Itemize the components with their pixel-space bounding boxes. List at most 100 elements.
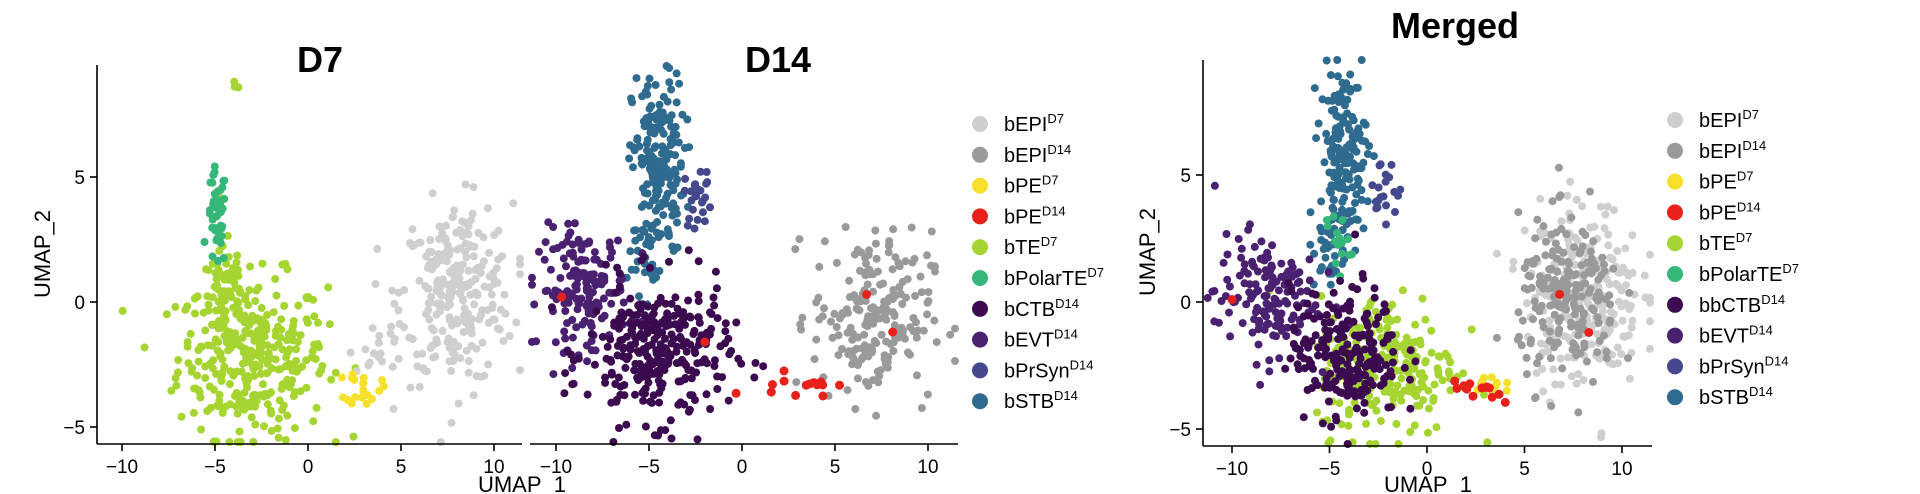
point-bctb-d14 bbox=[568, 380, 577, 389]
point-bctb-d14 bbox=[626, 345, 635, 354]
point-bte-d7 bbox=[212, 275, 221, 284]
point-bepi-d7 bbox=[476, 269, 485, 278]
point-bevt-d14 bbox=[561, 307, 570, 315]
point-bte-d7 bbox=[206, 403, 215, 412]
point-bepi-d14 bbox=[919, 326, 928, 335]
point-bte-d7 bbox=[254, 283, 263, 292]
point-bctb-d14 bbox=[1331, 377, 1340, 386]
point-bte-d7 bbox=[312, 403, 321, 412]
point-bstb-d14 bbox=[1326, 188, 1335, 197]
point-bpe-d14 bbox=[766, 387, 776, 397]
point-bpolarte-d7 bbox=[206, 178, 215, 187]
point-bepi-d14 bbox=[1535, 352, 1544, 361]
point-bepi-d7 bbox=[1556, 354, 1565, 363]
point-bepi-d14 bbox=[1557, 225, 1566, 233]
point-bstb-d14 bbox=[1331, 182, 1339, 191]
legend-label-superscript: D7 bbox=[1087, 265, 1104, 280]
point-bstb-d14 bbox=[676, 162, 685, 171]
point-bstb-d14 bbox=[625, 154, 634, 163]
point-bte-d7 bbox=[1419, 396, 1428, 405]
point-bevt-d14 bbox=[564, 294, 573, 303]
point-bctb-d14 bbox=[680, 358, 689, 367]
point-bctb-d14 bbox=[712, 284, 721, 293]
point-bte-d7 bbox=[244, 375, 253, 384]
point-bstb-d14 bbox=[637, 153, 646, 162]
point-bte-d7 bbox=[216, 352, 225, 361]
point-bepi-d7 bbox=[376, 349, 385, 358]
point-bepi-d14 bbox=[923, 251, 931, 260]
point-bctb-d14 bbox=[676, 332, 685, 341]
point-bepi-d7 bbox=[364, 361, 373, 370]
point-bte-d7 bbox=[1389, 394, 1398, 403]
point-bepi-d7 bbox=[431, 352, 440, 361]
point-bepi-d7 bbox=[386, 329, 395, 338]
point-bepi-d7 bbox=[1628, 231, 1637, 240]
point-bte-d7 bbox=[240, 405, 249, 414]
point-bepi-d14 bbox=[1533, 359, 1541, 368]
point-bepi-d7 bbox=[394, 354, 403, 363]
point-bepi-d14 bbox=[1624, 354, 1632, 363]
point-bctb-d14 bbox=[1318, 419, 1327, 428]
point-bctb-d14 bbox=[1373, 353, 1382, 362]
point-bctb-d14 bbox=[637, 256, 646, 265]
point-bte-d7 bbox=[281, 436, 290, 444]
point-bte-d7 bbox=[222, 334, 231, 343]
point-bstb-d14 bbox=[666, 181, 675, 190]
point-bepi-d14 bbox=[932, 338, 941, 347]
point-bepi-d7 bbox=[449, 265, 458, 274]
panel-d7: D7 −10 −5 0 5 10 −5 0 5 UMAP_1 UMAP_2 bbox=[30, 39, 566, 494]
point-bepi-d7 bbox=[388, 286, 397, 295]
point-bctb-d14 bbox=[631, 390, 639, 399]
point-bctb-d14 bbox=[656, 426, 665, 435]
point-bepi-d7 bbox=[371, 280, 380, 288]
point-bepi-d7 bbox=[465, 326, 474, 335]
point-bctb-d14 bbox=[638, 363, 647, 372]
point-bpolarte-d7 bbox=[1347, 250, 1356, 259]
point-bepi-d7 bbox=[500, 290, 509, 299]
point-bctb-d14 bbox=[721, 327, 730, 336]
point-bepi-d14 bbox=[1539, 284, 1548, 293]
point-bte-d7 bbox=[307, 353, 316, 362]
point-bctb-d14 bbox=[639, 396, 648, 405]
point-bevt-d14 bbox=[530, 300, 539, 309]
point-bepi-d14 bbox=[951, 324, 959, 333]
point-bepi-d14 bbox=[894, 333, 903, 342]
legend-label-base: bEVT bbox=[1004, 330, 1054, 352]
point-bctb-d14 bbox=[592, 307, 601, 316]
point-bepi-d7 bbox=[1551, 380, 1560, 389]
point-bpe-d7 bbox=[347, 399, 356, 408]
point-bevt-d14 bbox=[1258, 307, 1267, 316]
point-bte-d7 bbox=[230, 278, 239, 287]
point-bepi-d7 bbox=[516, 366, 524, 375]
point-bte-d7 bbox=[1483, 438, 1492, 447]
point-bevt-d14 bbox=[559, 254, 568, 263]
point-bstb-d14 bbox=[1359, 224, 1368, 233]
point-bctb-d14 bbox=[709, 293, 718, 302]
point-bte-d7 bbox=[193, 371, 202, 380]
point-bstb-d14 bbox=[1329, 205, 1338, 214]
legend-label-superscript: D14 bbox=[1055, 296, 1079, 311]
point-bte-d7 bbox=[1429, 394, 1438, 402]
point-bctb-d14 bbox=[1308, 289, 1317, 298]
point-bevt-d14 bbox=[580, 269, 589, 278]
legend-label-base: bPE bbox=[1699, 172, 1737, 194]
point-bepi-d14 bbox=[907, 223, 916, 232]
point-bstb-d14 bbox=[1323, 228, 1332, 237]
point-bevt-d14 bbox=[1240, 279, 1249, 288]
point-bctb-d14 bbox=[716, 342, 725, 351]
point-bepi-d14 bbox=[873, 367, 882, 376]
y-tick-label: 5 bbox=[1180, 166, 1191, 187]
point-bepi-d7 bbox=[388, 362, 397, 371]
point-bstb-d14 bbox=[1354, 162, 1363, 171]
point-bctb-d14 bbox=[628, 324, 637, 332]
legend-swatch-bepi-d14 bbox=[972, 146, 988, 163]
point-bctb-d14 bbox=[601, 260, 610, 269]
point-bepi-d14 bbox=[869, 319, 878, 328]
point-bepi-d14 bbox=[1586, 247, 1595, 256]
point-bpe-d14 bbox=[779, 366, 789, 376]
legend-label-base: bEVT bbox=[1699, 326, 1749, 348]
point-bctb-d14 bbox=[1316, 312, 1325, 321]
point-bstb-d14 bbox=[1351, 199, 1359, 207]
point-bevt-d14 bbox=[1269, 331, 1278, 340]
point-bepi-d7 bbox=[487, 290, 496, 299]
